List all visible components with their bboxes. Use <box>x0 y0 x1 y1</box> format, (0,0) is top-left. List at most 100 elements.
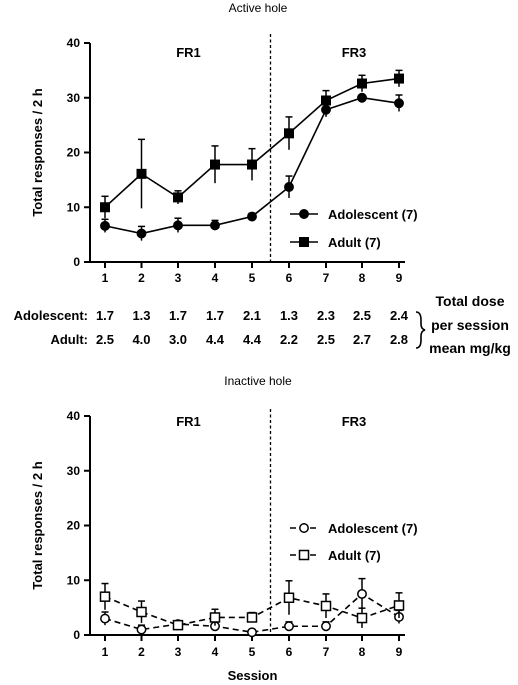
x-tick-label: 9 <box>396 645 403 659</box>
data-point <box>100 202 110 213</box>
legend-label: Adult (7) <box>328 235 381 250</box>
y-tick-label: 0 <box>73 255 80 269</box>
dose-value: 2.1 <box>243 308 261 323</box>
data-point <box>209 612 221 623</box>
data-point <box>99 591 111 602</box>
y-tick-label: 10 <box>67 200 81 214</box>
dose-value: 1.7 <box>169 308 187 323</box>
data-point <box>172 619 184 631</box>
data-point <box>357 78 367 89</box>
data-point <box>283 592 295 604</box>
data-point <box>247 627 257 638</box>
data-point <box>247 211 257 222</box>
y-tick-label: 40 <box>67 36 81 50</box>
phase-label-fr1: FR1 <box>176 45 201 60</box>
series-adolescent <box>100 92 404 241</box>
series-adult <box>100 69 404 219</box>
data-point <box>357 588 367 599</box>
y-tick-label: 20 <box>67 146 81 160</box>
dose-value: 1.7 <box>96 308 114 323</box>
legend-label: Adult (7) <box>328 548 381 563</box>
chart-panel-2: Inactive hole 0 10 20 30 40 1 2 3 4 5 6 7 8 9 Total res… <box>30 374 418 683</box>
data-point <box>393 600 405 611</box>
dose-value: 4.4 <box>243 332 262 347</box>
chart-title: Active hole <box>229 1 288 15</box>
dose-value: 2.5 <box>96 332 114 347</box>
x-tick-label: 8 <box>359 271 366 285</box>
x-tick-label: 1 <box>102 271 109 285</box>
data-point <box>321 621 331 632</box>
x-tick-label: 7 <box>323 645 330 659</box>
dose-row-label: Adult: <box>50 332 88 347</box>
data-point <box>299 209 309 219</box>
dose-value: 2.5 <box>317 332 335 347</box>
data-point <box>100 220 110 231</box>
dose-caption-line: mean mg/kg <box>429 340 511 356</box>
chart-panel-1: Active hole 0 10 20 30 40 1 2 3 4 5 6 7 8 9 Total respo… <box>14 1 511 356</box>
data-point <box>136 228 147 239</box>
dose-caption-line: Total dose <box>436 293 505 309</box>
y-tick-label: 20 <box>67 519 81 533</box>
data-point <box>284 182 294 192</box>
dose-value: 2.7 <box>353 332 371 347</box>
data-point <box>136 606 147 618</box>
dose-row-label: Adolescent: <box>14 308 88 323</box>
x-tick-label: 4 <box>212 645 219 659</box>
data-point <box>298 549 310 561</box>
y-tick-label: 40 <box>67 409 81 423</box>
dose-value: 2.3 <box>317 308 335 323</box>
x-tick-label: 5 <box>249 271 256 285</box>
data-point <box>246 612 258 623</box>
data-point <box>356 612 368 624</box>
chart-title: Inactive hole <box>224 374 292 388</box>
x-tick-label: 3 <box>175 271 182 285</box>
legend-label: Adolescent (7) <box>328 207 418 222</box>
phase-label-fr3: FR3 <box>342 414 367 429</box>
y-axis-label: Total responses / 2 h <box>30 88 45 216</box>
data-point <box>247 159 257 170</box>
x-tick-label: 4 <box>212 271 219 285</box>
dose-value: 1.3 <box>132 308 150 323</box>
x-tick-label: 7 <box>323 271 330 285</box>
data-point <box>320 600 332 612</box>
data-point <box>357 92 367 103</box>
legend-entry-adult: Adult (7) <box>290 548 381 563</box>
phase-label-fr1: FR1 <box>176 414 201 429</box>
phase-label-fr3: FR3 <box>342 45 367 60</box>
x-axis-label: Session <box>228 668 278 683</box>
x-tick-label: 2 <box>138 645 145 659</box>
x-tick-label: 2 <box>138 271 145 285</box>
x-tick-label: 6 <box>286 271 293 285</box>
data-point <box>173 192 183 203</box>
x-tick-label: 5 <box>249 645 256 659</box>
data-point <box>210 220 220 231</box>
dose-value: 2.5 <box>353 308 371 323</box>
data-point <box>210 159 220 170</box>
y-axis-label: Total responses / 2 h <box>30 461 45 589</box>
y-tick-label: 30 <box>67 91 81 105</box>
legend-entry-adult: Adult (7) <box>290 235 381 250</box>
y-tick-label: 0 <box>73 628 80 642</box>
data-point <box>284 128 294 139</box>
series-line <box>104 592 400 634</box>
dose-value: 2.4 <box>390 308 409 323</box>
data-point <box>321 95 331 106</box>
data-point <box>299 237 309 247</box>
legend-entry-adolescent: Adolescent (7) <box>290 521 418 536</box>
data-point <box>100 613 110 624</box>
data-point <box>173 220 183 231</box>
x-tick-label: 3 <box>175 645 182 659</box>
dose-value: 4.0 <box>132 332 150 347</box>
series-adolescent <box>100 577 404 638</box>
dose-value: 1.7 <box>206 308 224 323</box>
data-point <box>284 621 294 632</box>
data-point <box>299 523 309 533</box>
data-point <box>136 624 147 635</box>
dose-value: 4.4 <box>206 332 225 347</box>
dose-value: 2.2 <box>280 332 298 347</box>
dose-value: 2.8 <box>390 332 408 347</box>
dose-table: Adolescent: 1.7 1.3 1.7 1.7 2.1 1.3 2.3 2.5 2.4 Ad… <box>14 293 511 356</box>
dose-value: 1.3 <box>280 308 298 323</box>
data-point <box>394 73 404 84</box>
